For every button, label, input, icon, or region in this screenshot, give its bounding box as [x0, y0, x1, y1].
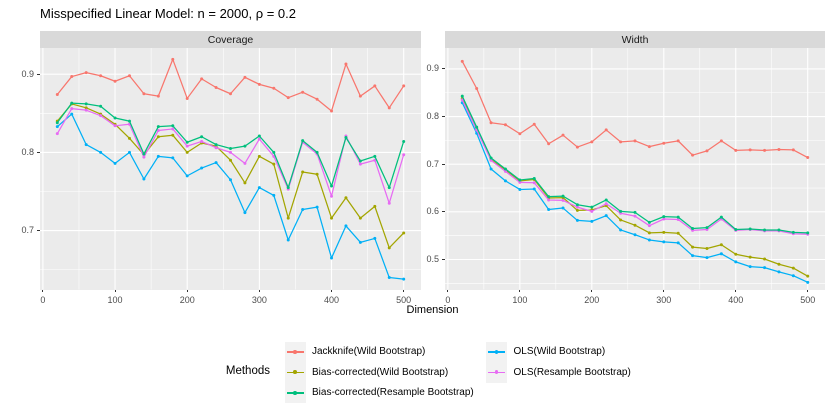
x-tick-mark: [403, 289, 405, 293]
y-tick-label: 0.6: [426, 206, 439, 217]
facet-strip-width-label: Width: [621, 33, 649, 46]
x-tick-mark: [735, 289, 737, 293]
x-tick-label: 200: [179, 294, 195, 305]
x-tick-label: 500: [396, 294, 412, 305]
legend-item-bias-corrected-wild: Bias-corrected(Wild Bootstrap): [284, 362, 449, 383]
x-tick-mark: [186, 289, 188, 293]
y-tick-label: 0.9: [21, 68, 34, 79]
legend-item-bias-corrected-resample: Bias-corrected(Resample Bootstrap): [284, 382, 474, 403]
legend-item-ols-resample: OLS(Resample Bootstrap): [486, 362, 631, 383]
legend-item-label: Bias-corrected(Wild Bootstrap): [312, 366, 449, 378]
x-tick-mark: [519, 289, 521, 293]
legend-key-dot: [494, 349, 499, 354]
y-tick-mark: [441, 163, 445, 165]
x-axis-title: Dimension: [406, 304, 459, 316]
legend-key-jackknife-wild: [284, 341, 306, 362]
x-tick-label: 400: [728, 294, 744, 305]
x-tick-label: 500: [800, 294, 816, 305]
x-tick-mark: [447, 289, 449, 293]
legend-key-ols-wild: [486, 341, 507, 362]
x-tick-mark: [114, 289, 116, 293]
x-tick-mark: [663, 289, 665, 293]
panel-coverage: [40, 48, 421, 290]
legend-title: Methods: [225, 365, 270, 377]
x-tick-label: 100: [512, 294, 528, 305]
facet-strip-coverage-label: Coverage: [207, 33, 254, 46]
x-tick-mark: [331, 289, 333, 293]
y-tick-label: 0.9: [426, 63, 439, 74]
y-tick-label: 0.8: [21, 146, 34, 157]
x-tick-label: 0: [40, 294, 46, 305]
legend-key-bias-corrected-resample: [284, 382, 306, 403]
legend-key-dot: [494, 370, 499, 375]
legend-key-bias-corrected-wild: [284, 362, 306, 383]
legend-key-dot: [293, 370, 297, 375]
x-tick-mark: [807, 289, 809, 293]
panel-width: [445, 48, 825, 290]
y-tick-label: 0.8: [426, 111, 439, 122]
y-tick-mark: [441, 211, 445, 213]
x-tick-label: 100: [107, 294, 123, 305]
x-tick-label: 0: [445, 294, 451, 305]
legend-item-jackknife-wild: Jackknife(Wild Bootstrap): [284, 341, 426, 362]
legend-key-ols-resample: [486, 362, 507, 383]
x-tick-label: 300: [251, 294, 267, 305]
y-tick-mark: [441, 68, 445, 70]
facet-strip-coverage: Coverage: [40, 31, 421, 48]
y-tick-mark: [441, 116, 445, 118]
x-tick-label: 400: [324, 294, 340, 305]
facet-strip-width: Width: [445, 31, 825, 48]
y-tick-mark: [36, 230, 40, 232]
legend-item-label: Bias-corrected(Resample Bootstrap): [312, 387, 474, 399]
y-tick-label: 0.5: [426, 253, 439, 264]
chart-title: Misspecified Linear Model: n = 2000, ρ =…: [40, 6, 296, 21]
width-lines-plot: [445, 48, 825, 290]
x-tick-label: 300: [656, 294, 672, 305]
x-tick-mark: [591, 289, 593, 293]
y-tick-mark: [36, 151, 40, 153]
legend-item-label: Jackknife(Wild Bootstrap): [312, 346, 426, 358]
y-tick-label: 0.7: [426, 158, 439, 169]
x-tick-mark: [258, 289, 260, 293]
y-tick-mark: [36, 73, 40, 75]
legend-item-label: OLS(Wild Bootstrap): [513, 346, 606, 358]
x-tick-label: 200: [584, 294, 600, 305]
legend-key-dot: [293, 390, 297, 395]
y-tick-label: 0.7: [21, 225, 34, 236]
legend-item-label: OLS(Resample Bootstrap): [513, 366, 631, 378]
x-tick-mark: [42, 289, 44, 293]
y-tick-mark: [441, 258, 445, 260]
legend-key-dot: [293, 349, 297, 354]
coverage-lines-plot: [40, 48, 421, 290]
legend-item-ols-wild: OLS(Wild Bootstrap): [486, 341, 606, 362]
